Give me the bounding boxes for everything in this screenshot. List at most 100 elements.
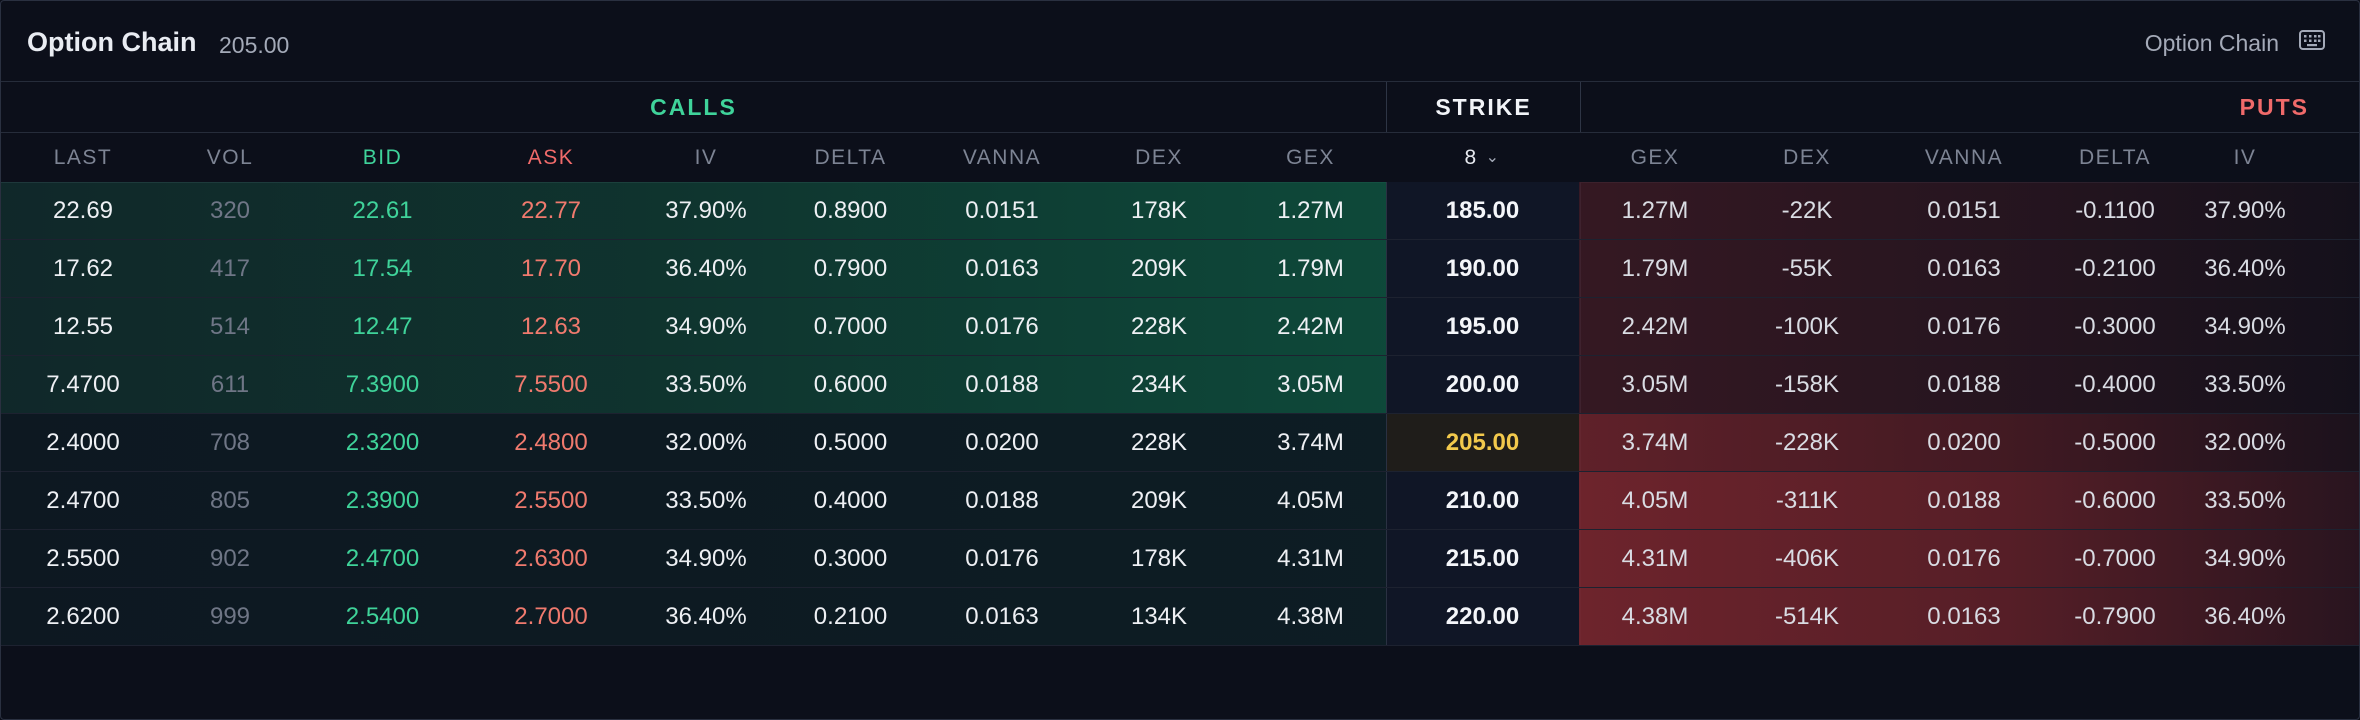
keyboard-icon[interactable] bbox=[2299, 29, 2325, 51]
put-iv-cell[interactable]: 33.50% bbox=[2204, 487, 2286, 514]
strike-cell[interactable]: 210.00 bbox=[1445, 487, 1520, 514]
call-dex-cell[interactable]: 178K bbox=[1130, 545, 1188, 572]
call-vanna-cell[interactable]: 0.0200 bbox=[965, 429, 1039, 456]
call-bid-cell[interactable]: 2.3900 bbox=[345, 487, 420, 514]
put-iv-cell[interactable]: 36.40% bbox=[2204, 603, 2286, 630]
col-header-put-vanna[interactable]: VANNA bbox=[1924, 146, 2004, 169]
call-bid-cell[interactable]: 12.47 bbox=[352, 313, 413, 340]
call-vol-cell[interactable]: 417 bbox=[209, 255, 251, 282]
table-row[interactable]: 2.4000 708 2.3200 2.4800 32.00% 0.5000 0.0200 2… bbox=[1, 414, 2359, 472]
call-dex-cell[interactable]: 228K bbox=[1130, 429, 1188, 456]
call-last-cell[interactable]: 7.4700 bbox=[46, 371, 120, 398]
call-vol-cell[interactable]: 805 bbox=[209, 487, 251, 514]
call-ask-cell[interactable]: 22.77 bbox=[520, 197, 582, 224]
call-last-cell[interactable]: 2.6200 bbox=[46, 603, 120, 630]
put-gex-cell[interactable]: 1.27M bbox=[1621, 197, 1689, 224]
option-chain-label[interactable]: Option Chain bbox=[2144, 30, 2279, 56]
put-vanna-cell[interactable]: 0.0188 bbox=[1927, 487, 2001, 514]
put-gex-cell[interactable]: 3.05M bbox=[1621, 371, 1689, 398]
put-delta-cell[interactable]: -0.6000 bbox=[2074, 487, 2156, 514]
call-last-cell[interactable]: 2.5500 bbox=[46, 545, 120, 572]
call-gex-cell[interactable]: 1.79M bbox=[1277, 255, 1344, 282]
call-delta-cell[interactable]: 0.3000 bbox=[813, 545, 888, 572]
strike-cell[interactable]: 190.00 bbox=[1445, 255, 1520, 282]
call-iv-cell[interactable]: 33.50% bbox=[665, 371, 747, 398]
put-gex-cell[interactable]: 4.05M bbox=[1621, 487, 1689, 514]
put-iv-cell[interactable]: 34.90% bbox=[2204, 545, 2286, 572]
col-header-call-iv[interactable]: IV bbox=[694, 146, 718, 169]
strike-cell[interactable]: 220.00 bbox=[1445, 603, 1520, 630]
call-vanna-cell[interactable]: 0.0188 bbox=[965, 371, 1039, 398]
call-ask-cell[interactable]: 2.6300 bbox=[514, 545, 588, 572]
call-bid-cell[interactable]: 22.61 bbox=[352, 197, 413, 224]
call-bid-cell[interactable]: 17.54 bbox=[352, 255, 413, 282]
call-ask-cell[interactable]: 2.4800 bbox=[514, 429, 588, 456]
put-dex-cell[interactable]: -100K bbox=[1774, 313, 1840, 340]
put-dex-cell[interactable]: -228K bbox=[1774, 429, 1840, 456]
call-delta-cell[interactable]: 0.4000 bbox=[813, 487, 888, 514]
call-iv-cell[interactable]: 33.50% bbox=[665, 487, 747, 514]
put-dex-cell[interactable]: -158K bbox=[1774, 371, 1840, 398]
put-dex-cell[interactable]: -311K bbox=[1775, 487, 1839, 514]
call-dex-cell[interactable]: 209K bbox=[1130, 255, 1188, 282]
call-iv-cell[interactable]: 32.00% bbox=[665, 429, 747, 456]
call-vanna-cell[interactable]: 0.0176 bbox=[965, 545, 1039, 572]
table-row[interactable]: 2.4700 805 2.3900 2.5500 33.50% 0.4000 0.0188 2… bbox=[1, 472, 2359, 530]
call-ask-cell[interactable]: 2.7000 bbox=[514, 603, 588, 630]
col-header-call-last[interactable]: LAST bbox=[53, 146, 113, 169]
table-row[interactable]: 22.69 320 22.61 22.77 37.90% 0.8900 0.0151 178K… bbox=[1, 182, 2359, 240]
put-vanna-cell[interactable]: 0.0176 bbox=[1927, 545, 2001, 572]
call-delta-cell[interactable]: 0.2100 bbox=[813, 603, 888, 630]
col-header-call-vanna[interactable]: VANNA bbox=[962, 146, 1042, 169]
put-gex-cell[interactable]: 4.38M bbox=[1621, 603, 1689, 630]
call-dex-cell[interactable]: 178K bbox=[1130, 197, 1188, 224]
call-last-cell[interactable]: 12.55 bbox=[52, 313, 114, 340]
put-delta-cell[interactable]: -0.7000 bbox=[2074, 545, 2156, 572]
call-dex-cell[interactable]: 209K bbox=[1130, 487, 1188, 514]
col-header-call-dex[interactable]: DEX bbox=[1135, 146, 1183, 169]
put-iv-cell[interactable]: 32.00% bbox=[2204, 429, 2286, 456]
call-vol-cell[interactable]: 320 bbox=[209, 197, 251, 224]
put-delta-cell[interactable]: -0.7900 bbox=[2074, 603, 2156, 630]
table-row[interactable]: 7.4700 611 7.3900 7.5500 33.50% 0.6000 0.0188 2… bbox=[1, 356, 2359, 414]
col-header-call-bid[interactable]: BID bbox=[362, 146, 403, 169]
call-dex-cell[interactable]: 228K bbox=[1130, 313, 1188, 340]
put-delta-cell[interactable]: -0.5000 bbox=[2074, 429, 2156, 456]
put-vanna-cell[interactable]: 0.0163 bbox=[1927, 255, 2001, 282]
call-iv-cell[interactable]: 34.90% bbox=[665, 545, 747, 572]
table-row[interactable]: 2.6200 999 2.5400 2.7000 36.40% 0.2100 0.0163 1… bbox=[1, 588, 2359, 646]
call-vol-cell[interactable]: 902 bbox=[209, 545, 251, 572]
call-vol-cell[interactable]: 514 bbox=[209, 313, 251, 340]
call-gex-cell[interactable]: 3.74M bbox=[1277, 429, 1344, 456]
strike-count-selector[interactable]: 8 ⌄ bbox=[1386, 133, 1579, 182]
put-iv-cell[interactable]: 33.50% bbox=[2204, 371, 2286, 398]
call-gex-cell[interactable]: 4.05M bbox=[1277, 487, 1344, 514]
col-header-call-vol[interactable]: VOL bbox=[206, 146, 254, 169]
call-ask-cell[interactable]: 7.5500 bbox=[514, 371, 588, 398]
put-vanna-cell[interactable]: 0.0176 bbox=[1927, 313, 2001, 340]
table-row[interactable]: 2.5500 902 2.4700 2.6300 34.90% 0.3000 0.0176 1… bbox=[1, 530, 2359, 588]
call-delta-cell[interactable]: 0.6000 bbox=[813, 371, 888, 398]
call-delta-cell[interactable]: 0.7000 bbox=[813, 313, 888, 340]
col-header-call-gex[interactable]: GEX bbox=[1286, 146, 1335, 169]
strike-cell[interactable]: 185.00 bbox=[1445, 197, 1520, 224]
col-header-put-gex[interactable]: GEX bbox=[1630, 146, 1680, 169]
put-vanna-cell[interactable]: 0.0151 bbox=[1927, 197, 2001, 224]
strike-cell[interactable]: 215.00 bbox=[1445, 545, 1520, 572]
table-row[interactable]: 12.55 514 12.47 12.63 34.90% 0.7000 0.0176 228K… bbox=[1, 298, 2359, 356]
call-gex-cell[interactable]: 3.05M bbox=[1277, 371, 1344, 398]
call-ask-cell[interactable]: 17.70 bbox=[520, 255, 582, 282]
put-vanna-cell[interactable]: 0.0163 bbox=[1927, 603, 2001, 630]
call-vol-cell[interactable]: 708 bbox=[209, 429, 251, 456]
call-bid-cell[interactable]: 2.3200 bbox=[345, 429, 420, 456]
put-delta-cell[interactable]: -0.4000 bbox=[2074, 371, 2156, 398]
put-gex-cell[interactable]: 2.42M bbox=[1621, 313, 1689, 340]
put-iv-cell[interactable]: 36.40% bbox=[2204, 255, 2286, 282]
call-vanna-cell[interactable]: 0.0188 bbox=[965, 487, 1039, 514]
call-iv-cell[interactable]: 36.40% bbox=[665, 603, 747, 630]
call-last-cell[interactable]: 2.4000 bbox=[46, 429, 120, 456]
table-row[interactable]: 17.62 417 17.54 17.70 36.40% 0.7900 0.0163 209K… bbox=[1, 240, 2359, 298]
call-last-cell[interactable]: 17.62 bbox=[52, 255, 114, 282]
put-vanna-cell[interactable]: 0.0188 bbox=[1927, 371, 2001, 398]
call-ask-cell[interactable]: 12.63 bbox=[520, 313, 582, 340]
